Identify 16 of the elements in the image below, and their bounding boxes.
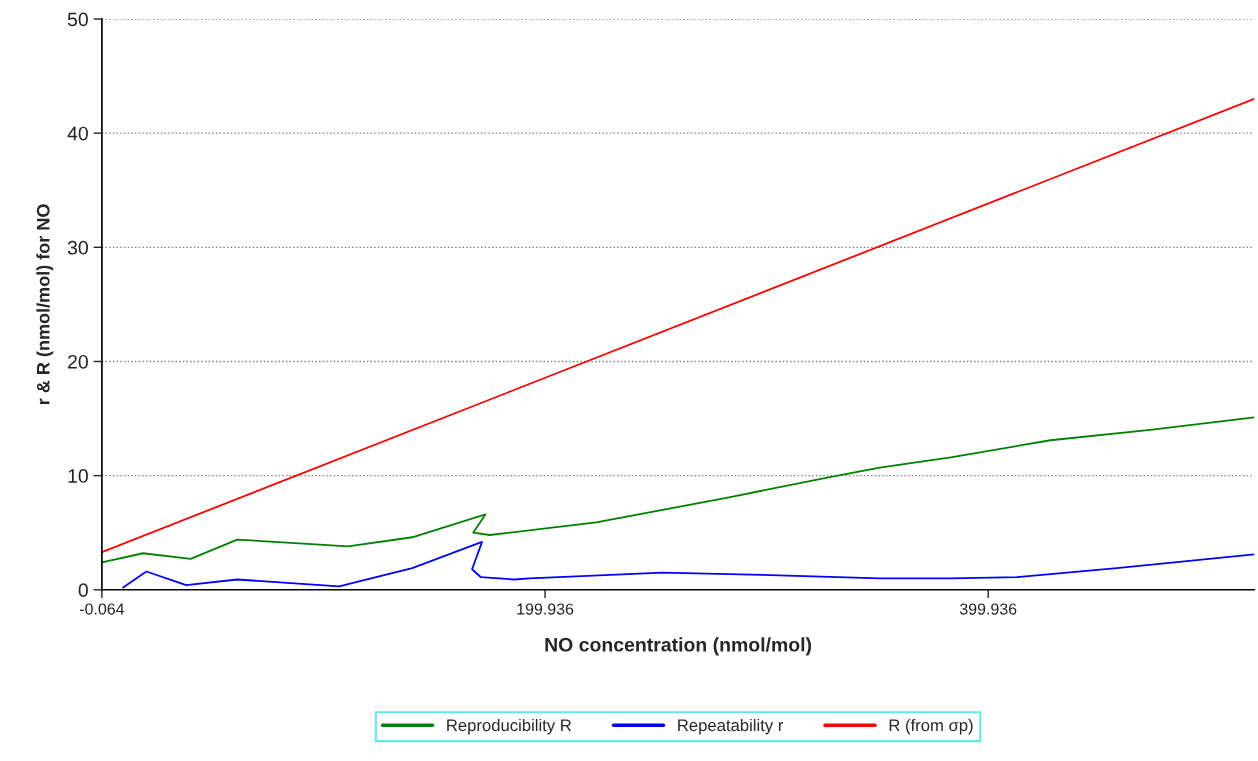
line-series	[122, 540, 1255, 589]
legend-label: Repeatability r	[678, 718, 784, 735]
legend-label: R (from σp)	[889, 718, 973, 735]
x-axis-title: NO concentration (nmol/mol)	[545, 637, 812, 656]
x-tick-label: 199.936	[517, 603, 574, 615]
y-tick-label: 30	[67, 240, 88, 255]
y-tick-label: 40	[67, 126, 88, 141]
x-tick-label: -0.064	[79, 603, 125, 615]
x-tick-label: 399.936	[959, 603, 1017, 615]
y-tick-label: 20	[68, 354, 88, 369]
y-axis-title: r & R (nmol/mol) for NO	[36, 204, 54, 405]
legend-label: Reproducibility R	[447, 718, 572, 735]
y-tick-label: 10	[68, 469, 88, 483]
y-tick-label: 50	[67, 12, 88, 27]
y-tick-label: 0	[78, 583, 88, 598]
line-series	[101, 416, 1255, 564]
